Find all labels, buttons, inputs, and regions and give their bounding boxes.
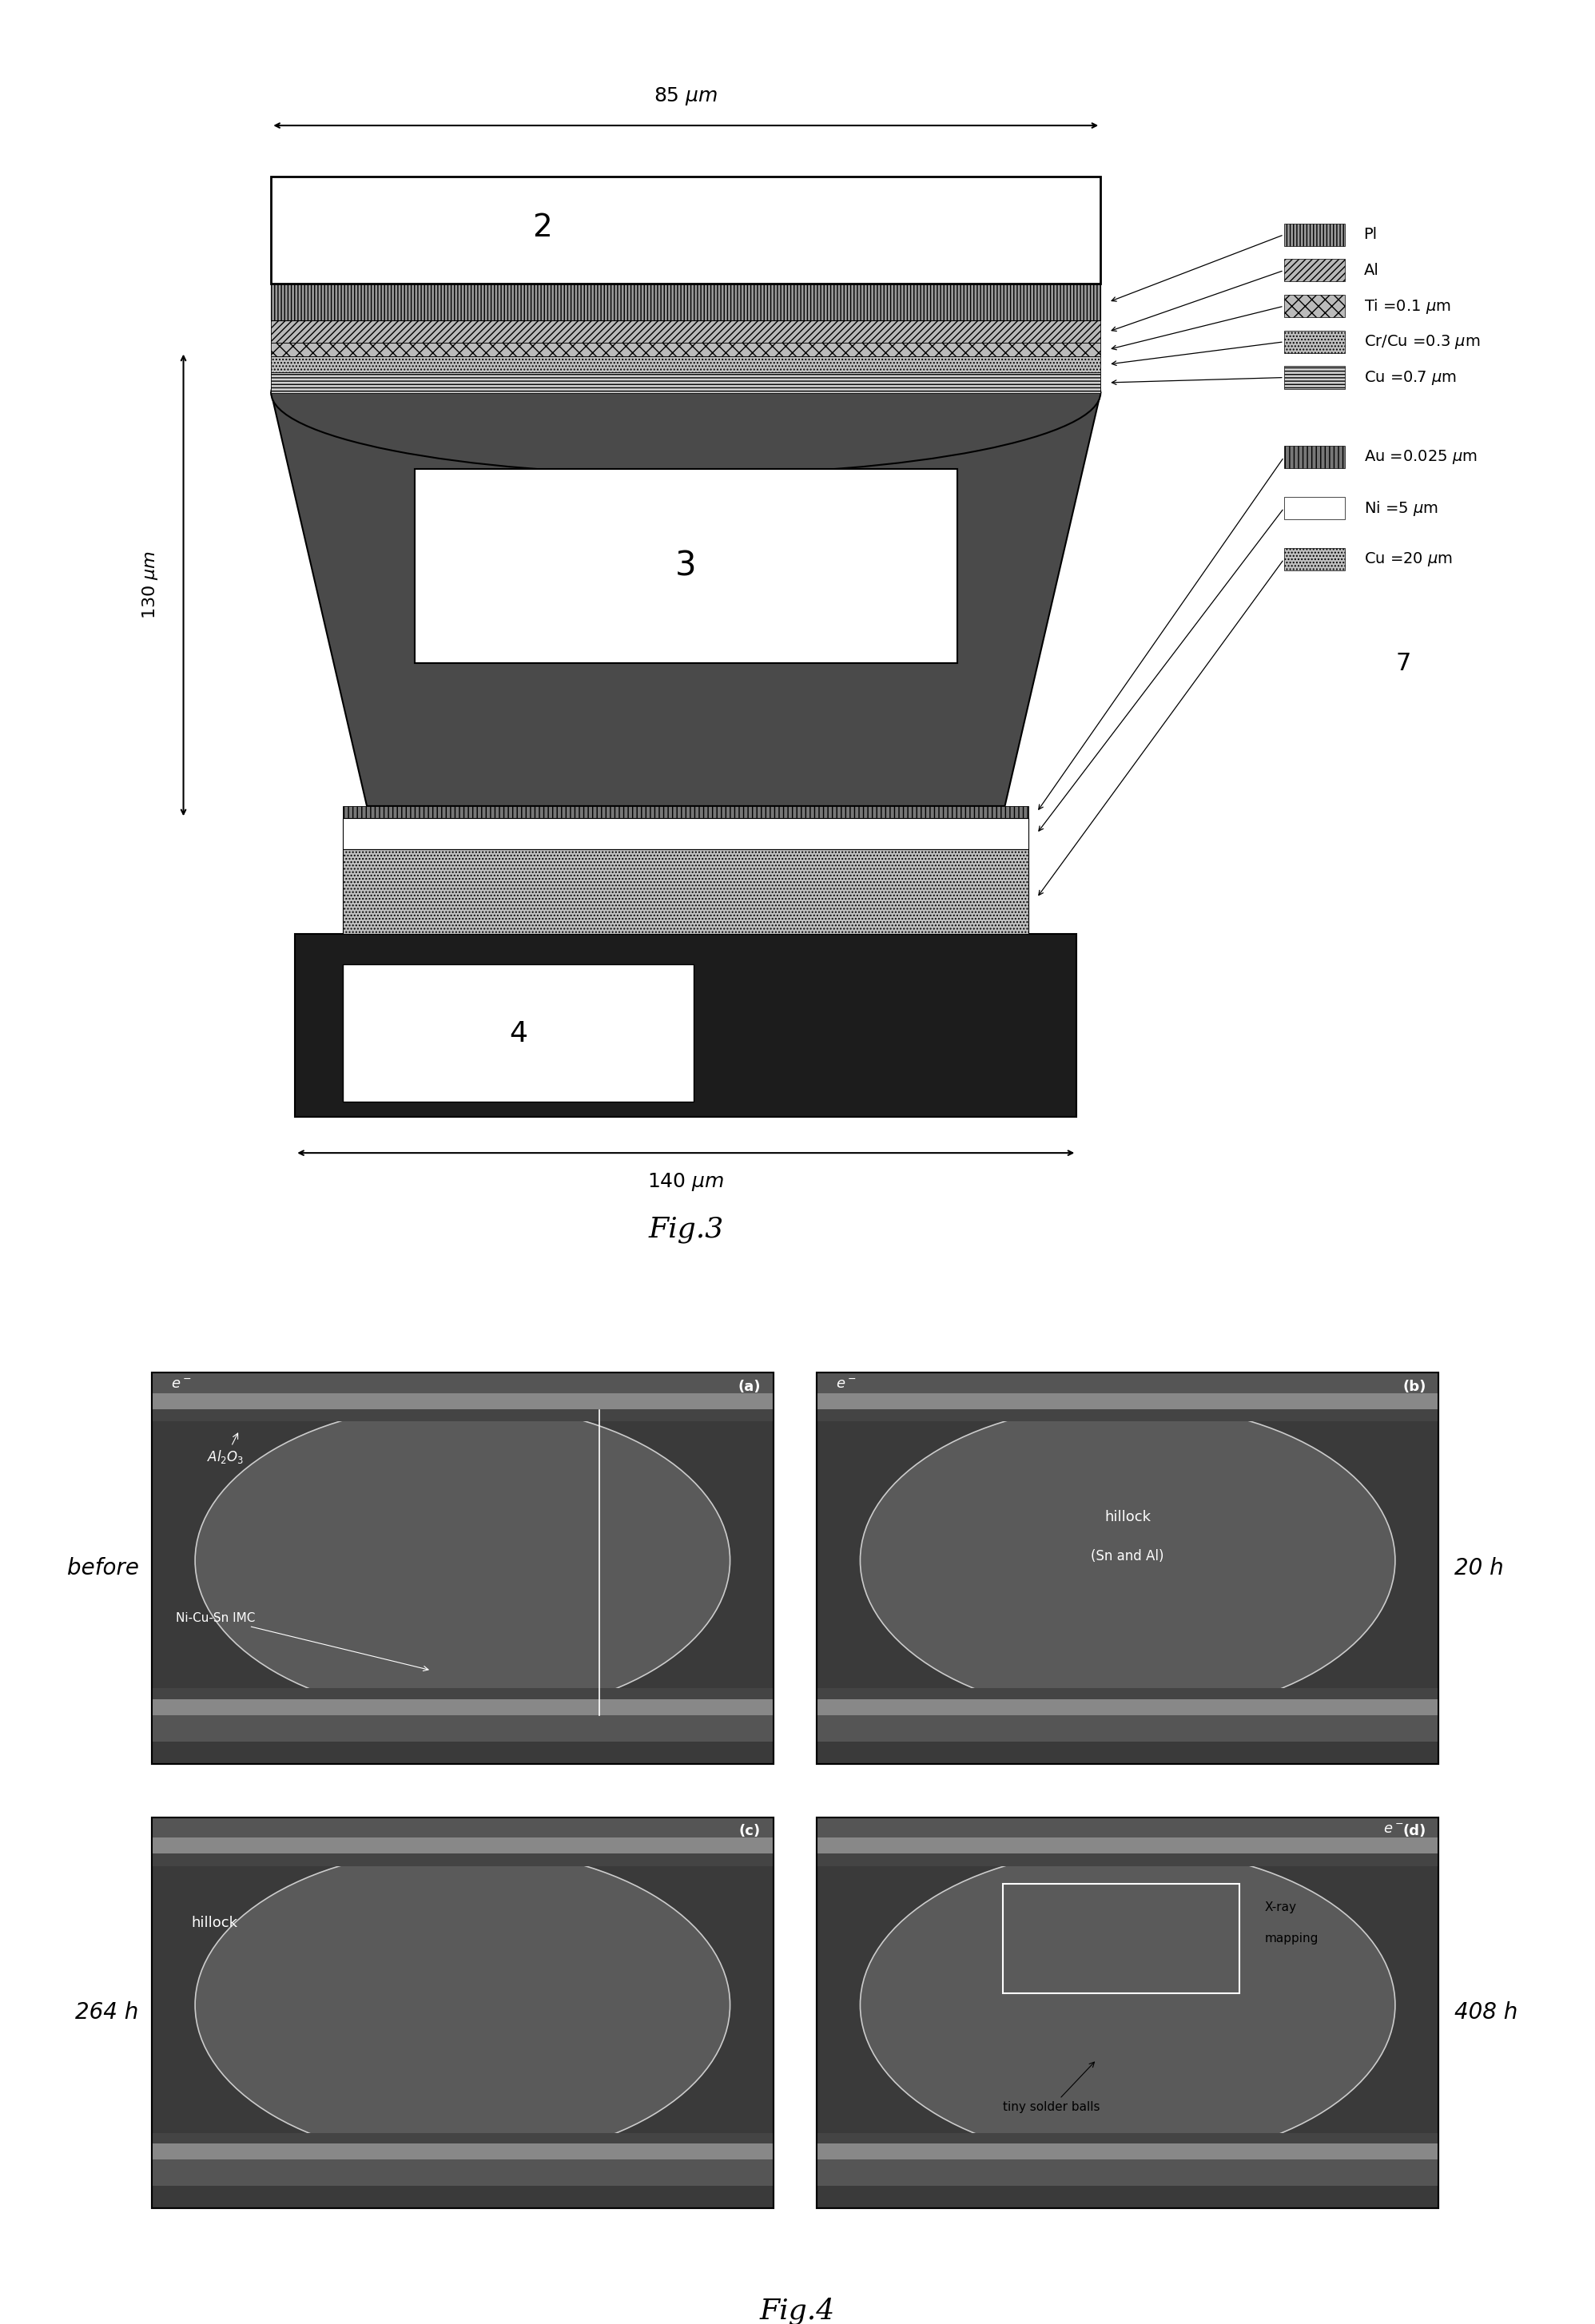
Text: Ti =0.1 $\mu$m: Ti =0.1 $\mu$m (1364, 297, 1450, 316)
Bar (152, 1699, 774, 1715)
Bar (152, 1687, 774, 1699)
Text: (d): (d) (1402, 1824, 1426, 1838)
Text: Al: Al (1364, 263, 1378, 279)
Bar (817, 1713, 1439, 1741)
Text: hillock: hillock (191, 1915, 238, 1929)
Text: (c): (c) (738, 1824, 761, 1838)
Text: Cu =20 $\mu$m: Cu =20 $\mu$m (1364, 551, 1453, 567)
Bar (271, 344, 1101, 356)
Polygon shape (271, 393, 1101, 806)
Text: $e^-$: $e^-$ (836, 1378, 857, 1392)
Bar (271, 356, 1101, 372)
Text: 7: 7 (1396, 651, 1412, 674)
Text: Au =0.025 $\mu$m: Au =0.025 $\mu$m (1364, 449, 1477, 465)
Text: (b): (b) (1402, 1380, 1426, 1394)
Bar (817, 1373, 1439, 1764)
Bar (295, 934, 1077, 1118)
Ellipse shape (860, 1848, 1396, 2161)
Bar (152, 1713, 774, 1741)
Ellipse shape (271, 311, 1101, 474)
Bar (817, 1687, 1439, 1699)
Bar (817, 1373, 1439, 1394)
Text: $Al_2O_3$: $Al_2O_3$ (207, 1434, 244, 1466)
Bar (1284, 446, 1345, 469)
Text: 3: 3 (675, 548, 697, 583)
Ellipse shape (860, 1404, 1396, 1717)
Bar (817, 2143, 1439, 2159)
Text: (a): (a) (738, 1380, 761, 1394)
Bar (1284, 497, 1345, 518)
Bar (817, 1838, 1439, 1855)
Bar (271, 372, 1101, 393)
Bar (817, 1408, 1439, 1422)
Bar (817, 1855, 1439, 1866)
Bar (343, 818, 1029, 848)
Bar (152, 1373, 774, 1764)
Bar (271, 321, 1101, 344)
Bar (1284, 295, 1345, 318)
Text: $e^-$: $e^-$ (1383, 1822, 1404, 1836)
Text: Pl: Pl (1364, 228, 1378, 242)
Bar (343, 848, 1029, 934)
Text: X-ray: X-ray (1265, 1901, 1297, 1913)
Text: Ni-Cu-Sn IMC: Ni-Cu-Sn IMC (175, 1613, 429, 1671)
Text: before: before (67, 1557, 139, 1580)
Bar (152, 1855, 774, 1866)
Bar (817, 1817, 1439, 1838)
Text: 4: 4 (509, 1020, 528, 1048)
Text: $130\ \mu m$: $130\ \mu m$ (140, 551, 160, 621)
Bar (152, 1817, 774, 2208)
Bar (343, 964, 694, 1102)
Bar (1284, 223, 1345, 246)
Text: $85\ \mu m$: $85\ \mu m$ (654, 86, 718, 107)
Text: hillock: hillock (1104, 1511, 1152, 1525)
Bar (415, 469, 957, 662)
Text: (Sn and Al): (Sn and Al) (1091, 1550, 1164, 1564)
Bar (1284, 367, 1345, 388)
Bar (152, 1392, 774, 1411)
Bar (271, 177, 1101, 284)
Text: Ni =5 $\mu$m: Ni =5 $\mu$m (1364, 500, 1437, 518)
Bar (817, 1817, 1439, 2208)
Text: Cu =0.7 $\mu$m: Cu =0.7 $\mu$m (1364, 370, 1456, 386)
Bar (817, 1373, 1439, 1764)
Ellipse shape (195, 1404, 731, 1717)
Text: $140\ \mu m$: $140\ \mu m$ (648, 1171, 724, 1192)
Bar (817, 2157, 1439, 2187)
Text: Fig.3: Fig.3 (648, 1215, 724, 1243)
Text: 408 h: 408 h (1455, 2001, 1518, 2024)
Bar (152, 1373, 774, 1394)
Text: 264 h: 264 h (75, 2001, 139, 2024)
Bar (817, 1392, 1439, 1411)
Bar (152, 2133, 774, 2143)
Bar (1284, 260, 1345, 281)
Bar (152, 1817, 774, 2208)
Bar (817, 2133, 1439, 2143)
Bar (152, 1817, 774, 1838)
Bar (271, 284, 1101, 321)
Text: mapping: mapping (1265, 1934, 1319, 1945)
Text: 2: 2 (533, 211, 552, 242)
Bar (152, 1373, 774, 1764)
Text: Cr/Cu =0.3 $\mu$m: Cr/Cu =0.3 $\mu$m (1364, 332, 1480, 351)
Ellipse shape (195, 1848, 731, 2161)
Bar (152, 1408, 774, 1422)
Bar (152, 2157, 774, 2187)
Text: tiny solder balls: tiny solder balls (1003, 2061, 1101, 2113)
Text: Fig.4: Fig.4 (759, 2298, 836, 2324)
Bar (1003, 1885, 1239, 1994)
Bar (152, 1838, 774, 1855)
Bar (817, 1699, 1439, 1715)
Bar (1284, 330, 1345, 353)
Text: 20 h: 20 h (1455, 1557, 1504, 1580)
Text: $e^-$: $e^-$ (171, 1378, 191, 1392)
Bar (343, 806, 1029, 818)
Bar (817, 1817, 1439, 2208)
Bar (1284, 548, 1345, 569)
Bar (152, 2143, 774, 2159)
